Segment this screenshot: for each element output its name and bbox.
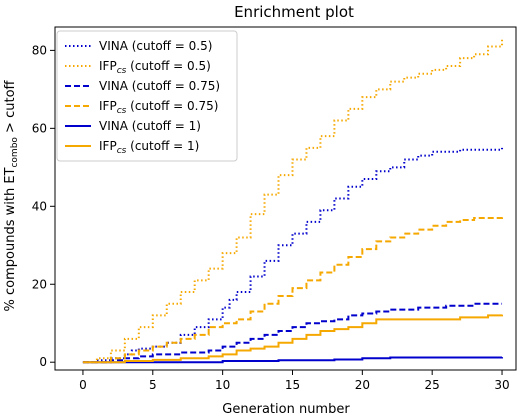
x-tick-label: 0	[79, 378, 87, 392]
legend-label-tail: (cutoff = 1)	[126, 139, 199, 153]
plot-frame	[54, 26, 517, 371]
series-lines	[82, 38, 504, 364]
legend-label-subscript: cs	[117, 146, 127, 156]
x-axis-ticks: 0 5 10 15 20 25 30	[79, 370, 510, 392]
x-tick-label: 25	[425, 378, 440, 392]
y-axis-label: % compounds with ETcombo > cutoff	[3, 79, 20, 311]
legend-label: VINA (cutoff = 0.5)	[99, 39, 212, 53]
series-line-3	[82, 302, 503, 364]
legend-label: IFPcs (cutoff = 1)	[99, 139, 199, 156]
y-axis-label-subscript: combo	[10, 137, 20, 168]
x-axis-label: Generation number	[222, 402, 350, 416]
series-line-1	[82, 147, 504, 364]
legend-label-subscript: cs	[117, 106, 127, 116]
y-axis-label-main: % compounds with ET	[3, 167, 18, 311]
legend-label-tail: (cutoff = 0.75)	[126, 99, 218, 113]
x-tick-label: 20	[355, 378, 370, 392]
legend-label-main: IFP	[99, 59, 117, 73]
legend-label-main: VINA (cutoff = 0.75)	[99, 79, 220, 93]
legend-label: VINA (cutoff = 1)	[99, 119, 201, 133]
series-line-4	[82, 216, 504, 364]
y-axis-label-tail: > cutoff	[3, 79, 18, 137]
y-tick-label: 0	[39, 355, 47, 369]
x-tick-label: 10	[215, 378, 230, 392]
x-tick-label: 5	[149, 378, 157, 392]
legend-box	[56, 30, 238, 162]
legend-label: IFPcs (cutoff = 0.75)	[99, 99, 218, 116]
legend-label-main: IFP	[99, 99, 117, 113]
legend-label: VINA (cutoff = 0.75)	[99, 79, 220, 93]
legend-label-subscript: cs	[117, 66, 127, 76]
series-line-5	[82, 356, 504, 364]
chart-title: Enrichment plot	[234, 3, 354, 21]
x-tick-label: 15	[285, 378, 300, 392]
legend-label-main: VINA (cutoff = 1)	[99, 119, 201, 133]
y-tick-label: 80	[32, 43, 47, 57]
legend-label-tail: (cutoff = 0.5)	[126, 59, 210, 73]
y-axis-ticks: 0 20 40 60 80	[32, 43, 55, 369]
legend-label-main: IFP	[99, 139, 117, 153]
y-tick-label: 60	[32, 121, 47, 135]
series-line-6	[82, 314, 504, 364]
legend: VINA (cutoff = 0.5)IFPcs (cutoff = 0.5)V…	[56, 30, 238, 162]
y-tick-label: 40	[32, 199, 47, 213]
series-line-2	[82, 38, 504, 364]
legend-label: IFPcs (cutoff = 0.5)	[99, 59, 211, 76]
legend-label-main: VINA (cutoff = 0.5)	[99, 39, 212, 53]
x-tick-label: 30	[494, 378, 509, 392]
y-tick-label: 20	[32, 277, 47, 291]
